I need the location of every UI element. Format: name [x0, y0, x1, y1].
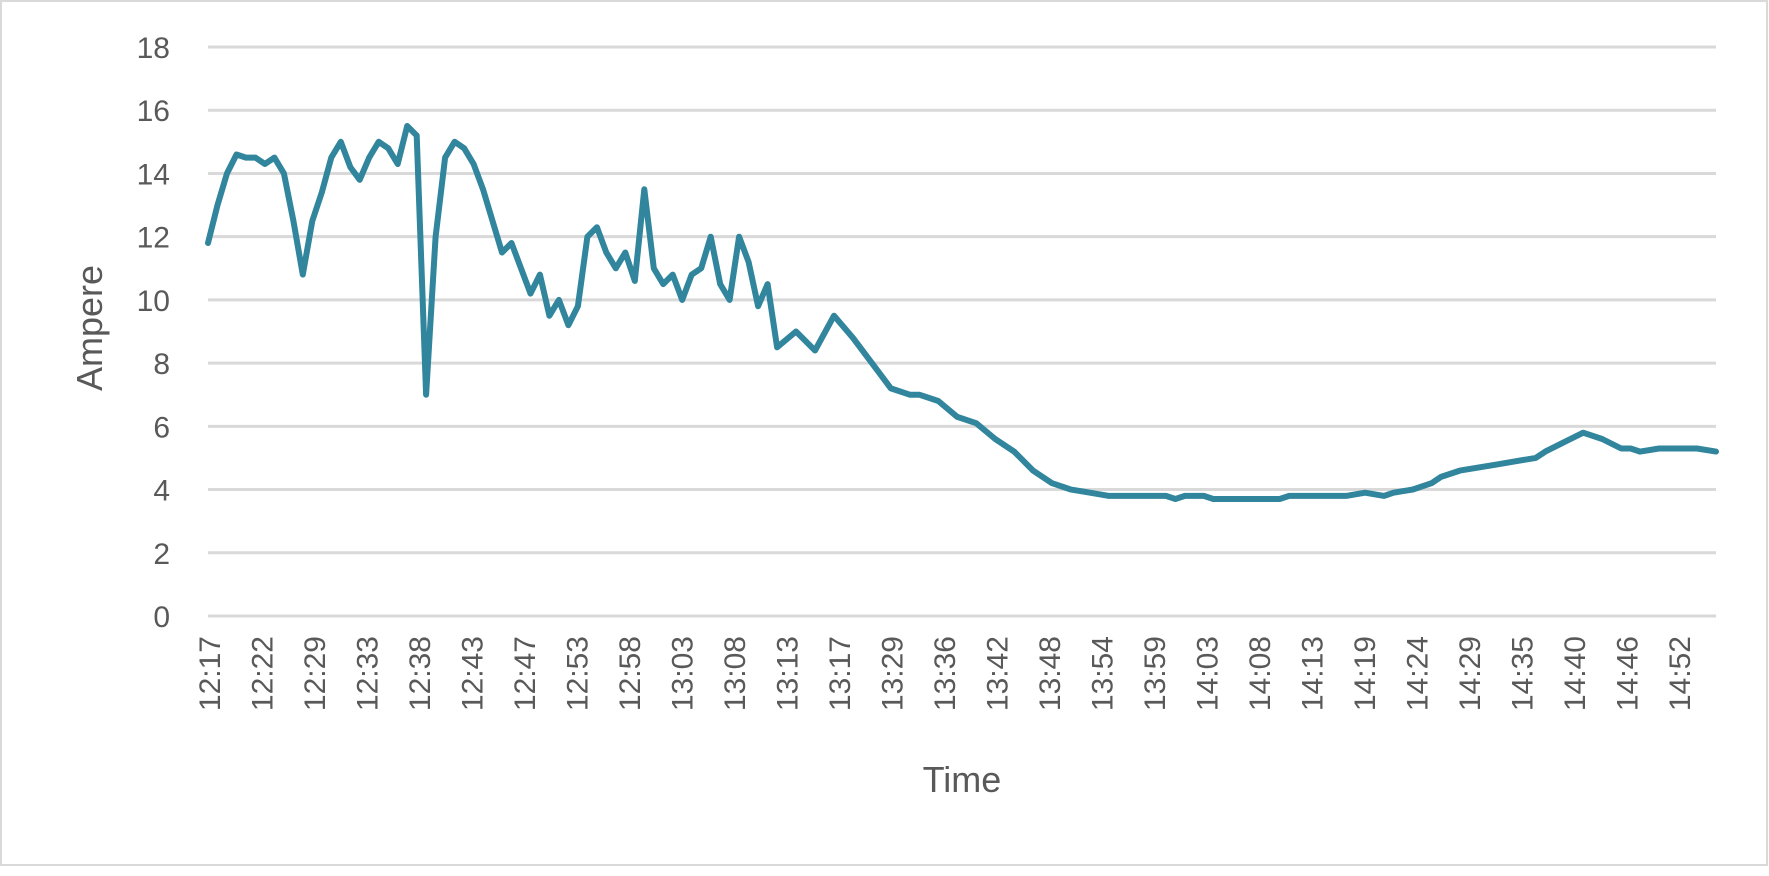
x-tick-label: 12:29 [299, 636, 332, 711]
x-tick-label: 14:08 [1244, 636, 1277, 711]
x-tick-label: 13:03 [667, 636, 700, 711]
x-tick-label: 12:33 [352, 636, 385, 711]
x-tick-label: 13:13 [772, 636, 805, 711]
x-tick-label: 14:29 [1454, 636, 1487, 711]
x-tick-label: 13:17 [824, 636, 857, 711]
x-tick-label: 14:46 [1612, 636, 1645, 711]
x-tick-label: 14:03 [1192, 636, 1225, 711]
x-tick-label: 12:47 [509, 636, 542, 711]
x-tick-label: 13:08 [719, 636, 752, 711]
x-tick-label: 12:17 [194, 636, 227, 711]
x-tick-label: 14:24 [1402, 636, 1435, 711]
x-tick-label: 12:38 [404, 636, 437, 711]
x-tick-label: 13:36 [929, 636, 962, 711]
x-tick-label: 13:48 [1034, 636, 1067, 711]
y-tick-label: 6 [153, 411, 170, 444]
x-tick-label: 14:52 [1664, 636, 1697, 711]
x-tick-label: 12:53 [562, 636, 595, 711]
x-tick-label: 13:42 [982, 636, 1015, 711]
x-axis-title: Time [923, 759, 1002, 800]
x-tick-label: 14:40 [1559, 636, 1592, 711]
x-tick-label: 13:29 [877, 636, 910, 711]
x-axis-ticks: 12:17 12:22 12:29 12:33 12:38 12:43 12:47 12:53… [194, 636, 1697, 711]
y-axis-ticks: 0 2 4 6 8 10 12 14 16 18 [137, 32, 170, 634]
y-tick-label: 8 [153, 348, 170, 381]
x-tick-label: 14:35 [1507, 636, 1540, 711]
y-tick-label: 4 [153, 475, 170, 508]
y-tick-label: 18 [137, 32, 170, 65]
y-tick-label: 0 [153, 601, 170, 634]
x-tick-label: 12:58 [614, 636, 647, 711]
series-layer [205, 123, 1719, 502]
x-tick-label: 13:59 [1139, 636, 1172, 711]
y-tick-label: 12 [137, 222, 170, 255]
y-tick-label: 16 [137, 95, 170, 128]
series-line [205, 123, 1719, 502]
x-tick-label: 14:19 [1349, 636, 1382, 711]
x-tick-label: 12:43 [457, 636, 490, 711]
x-tick-label: 12:22 [247, 636, 280, 711]
y-tick-label: 14 [137, 158, 170, 191]
y-tick-label: 10 [137, 285, 170, 318]
x-tick-label: 13:54 [1087, 636, 1120, 711]
y-tick-label: 2 [153, 538, 170, 571]
y-axis-title: Ampere [69, 265, 110, 391]
x-tick-label: 14:13 [1297, 636, 1330, 711]
gridlines [208, 45, 1716, 618]
